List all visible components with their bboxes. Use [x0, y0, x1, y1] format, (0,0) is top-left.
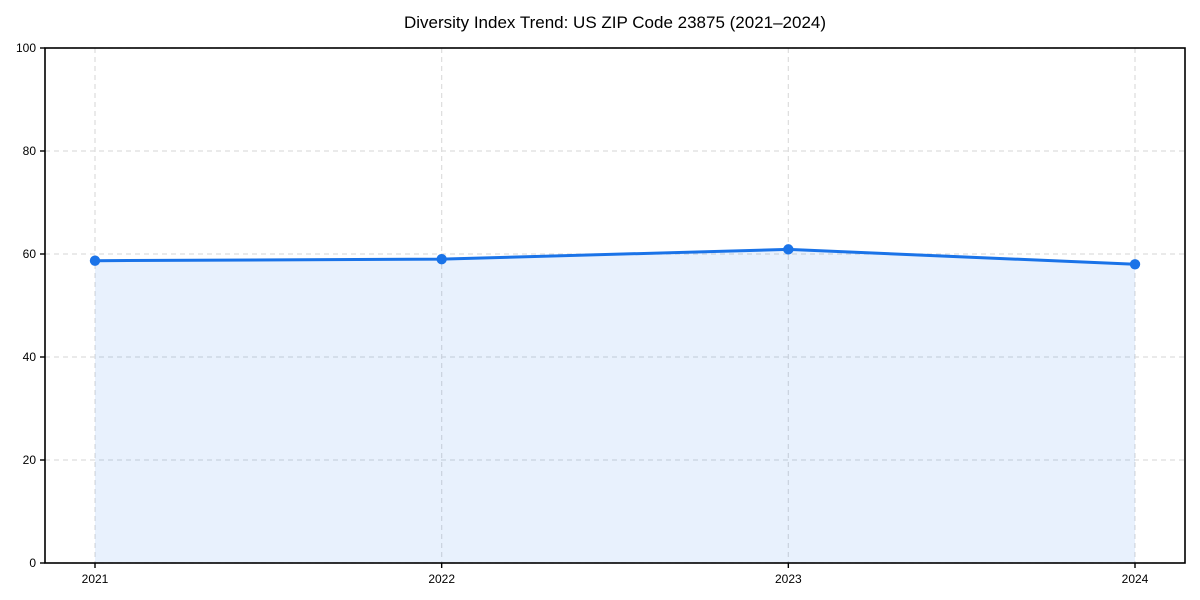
y-tick-label: 20 — [23, 453, 37, 467]
data-point-marker — [436, 253, 447, 265]
plot-border — [44, 47, 1186, 564]
data-point-marker — [783, 244, 794, 255]
y-tick-label: 40 — [23, 350, 37, 364]
y-tick-label: 0 — [29, 556, 36, 570]
y-tick-label: 100 — [16, 41, 36, 55]
area-fill — [95, 249, 1135, 564]
y-tick-label: 80 — [23, 144, 37, 158]
chart-title: Diversity Index Trend: US ZIP Code 23875… — [403, 13, 827, 32]
y-tick-label: 60 — [23, 247, 37, 261]
x-tick-label: 2024 — [1122, 572, 1149, 586]
data-point-marker — [89, 255, 101, 266]
trend-line — [93, 247, 1137, 266]
x-tick-label: 2021 — [82, 572, 109, 586]
x-tick-label: 2022 — [428, 572, 455, 586]
data-point-marker — [1129, 259, 1141, 270]
x-tick-label: 2023 — [775, 572, 802, 586]
